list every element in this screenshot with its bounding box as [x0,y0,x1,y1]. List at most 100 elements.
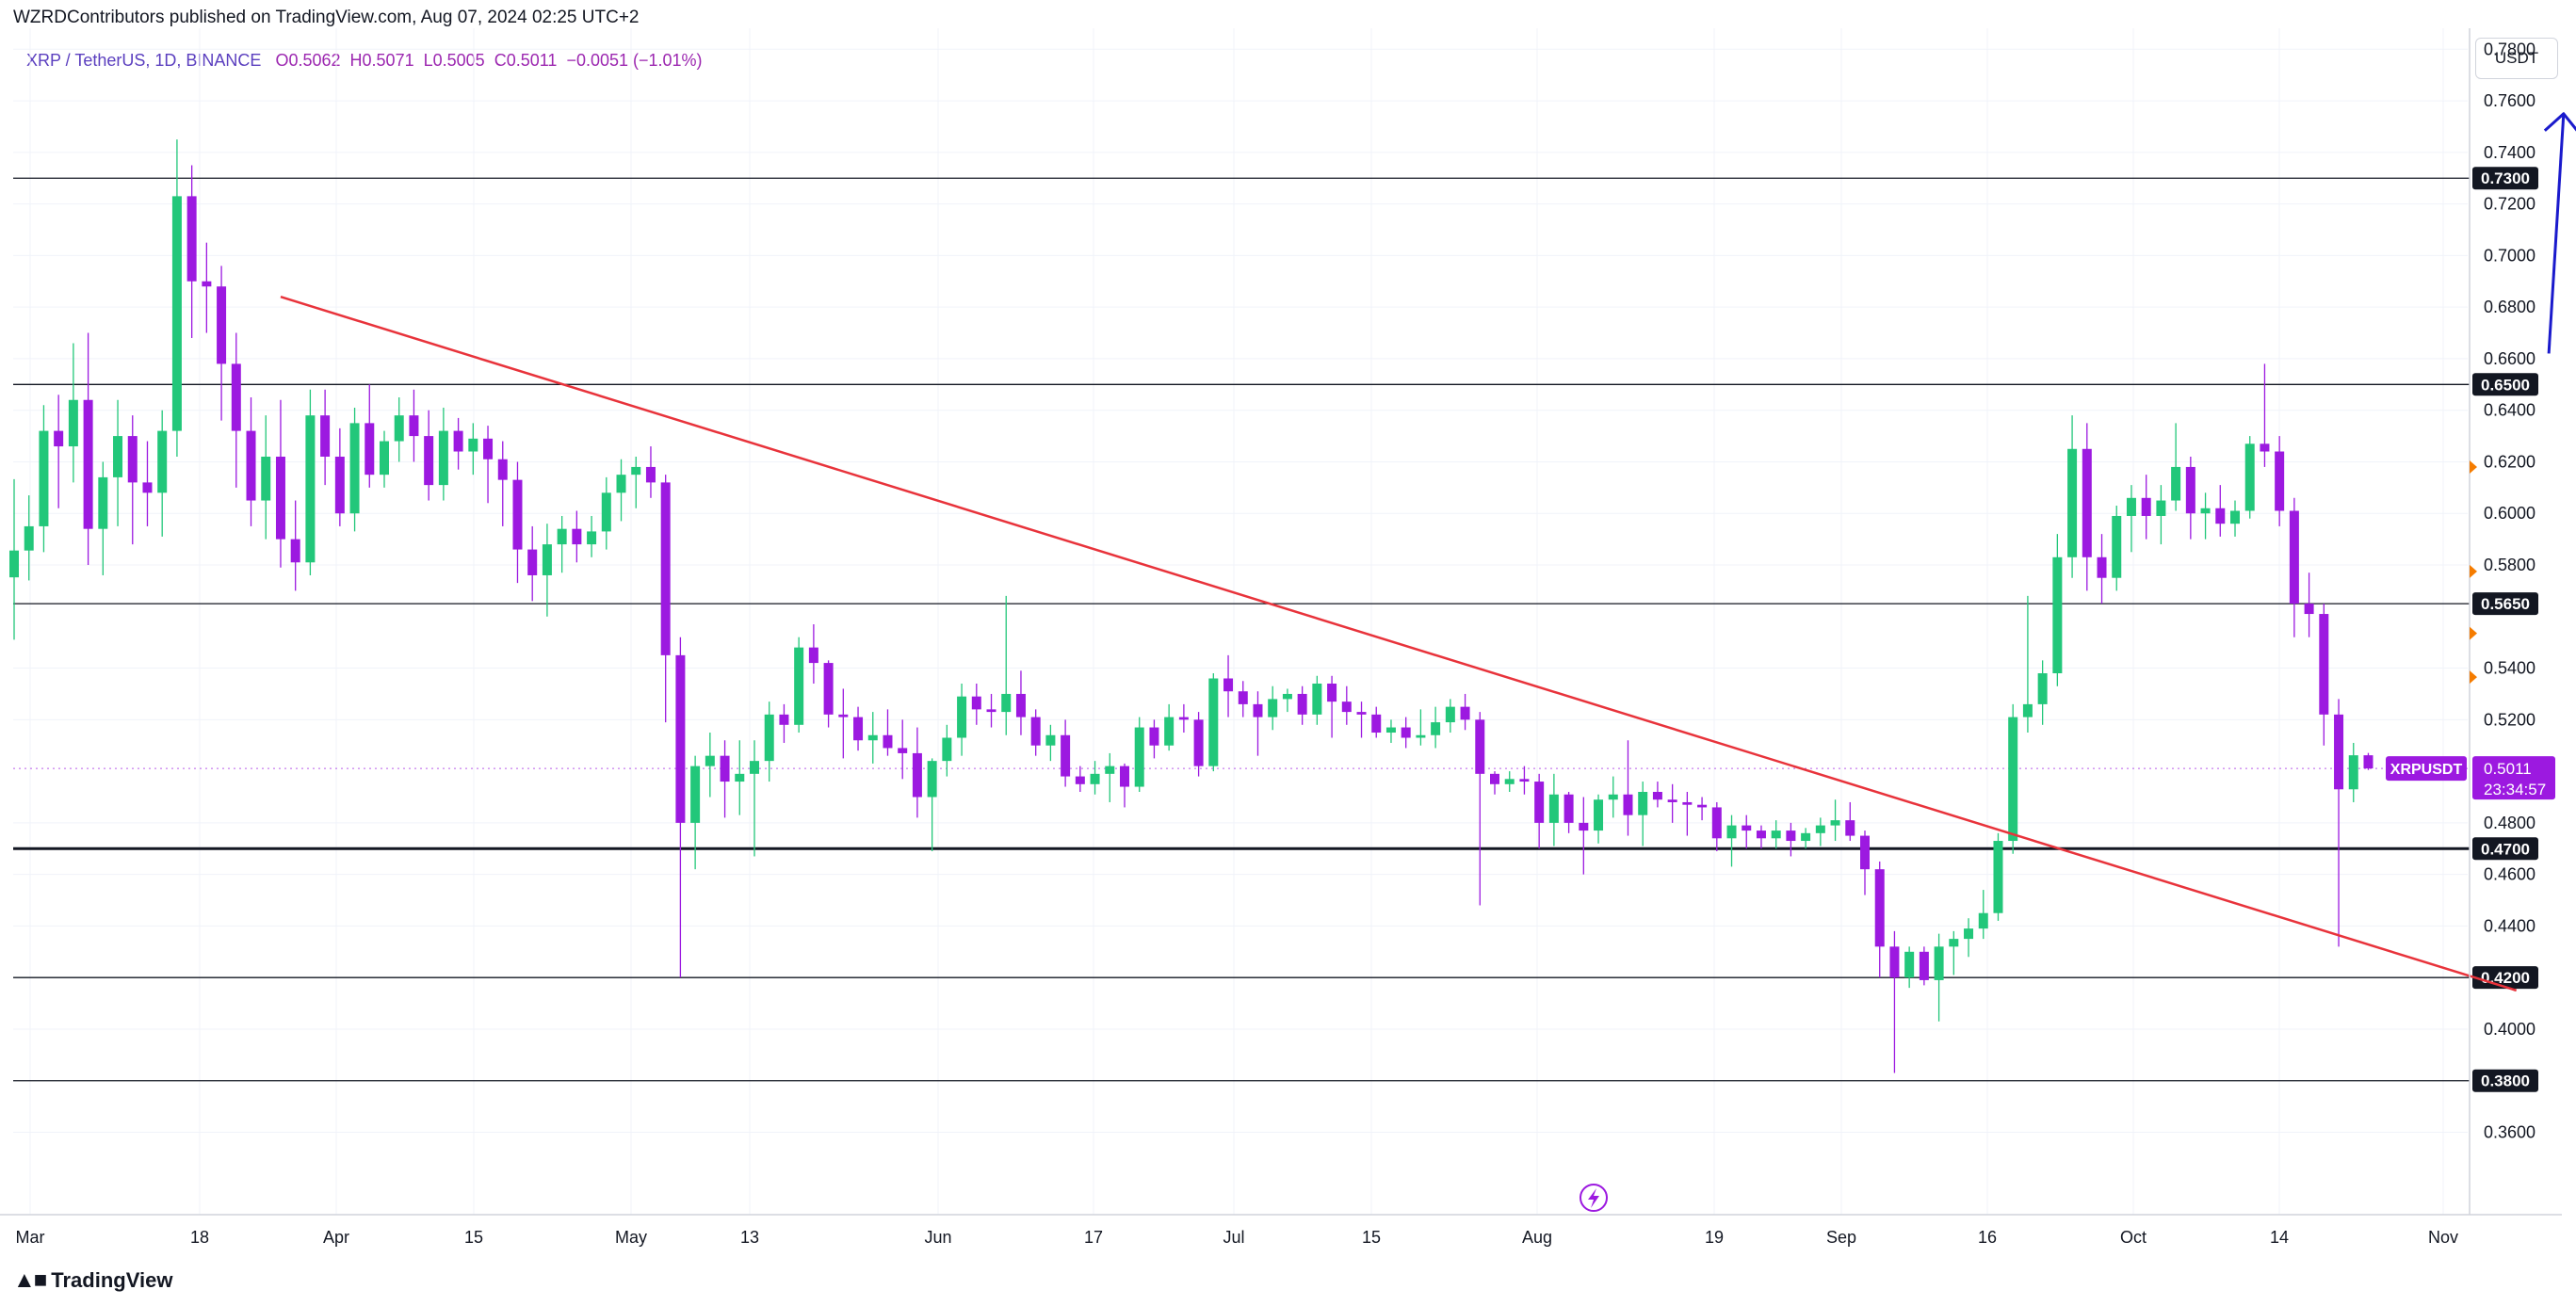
currency-button[interactable]: USDT [2475,38,2558,79]
candle-body [853,717,864,741]
candle-body [409,415,419,437]
candle-body [9,550,19,578]
candle-body [1431,722,1441,735]
candle-body [750,761,759,774]
candle-body [2112,515,2122,578]
time-tick-label: 15 [1362,1228,1381,1247]
symbol-pair[interactable]: XRP / TetherUS, 1D, BINANCE [26,51,262,70]
time-tick-label: May [615,1228,647,1247]
candle-body [1045,734,1056,746]
ohlc-high: H0.5071 [349,51,414,70]
candle-body [1061,734,1071,777]
candle-body [1978,912,1988,929]
price-tick-label: 0.4400 [2484,916,2535,935]
candle-body [1579,822,1589,831]
level-price-label: 0.7300 [2481,169,2530,187]
ohlc-close: C0.5011 [494,51,558,70]
candle-body [2244,443,2255,511]
candle-body [349,423,360,514]
candle-body [735,773,745,782]
price-tick-label: 0.6200 [2484,452,2535,471]
candle-body [380,441,389,476]
candle-body [1594,799,1604,831]
candle-body [1652,792,1662,800]
candle-body [1845,820,1855,836]
price-tick-label: 0.7600 [2484,91,2535,110]
candle-body [1519,779,1530,782]
candle-body [142,482,153,493]
candle-body [68,399,78,447]
candle-body [1904,951,1915,978]
level-price-badge [2472,167,2538,190]
candle-body [290,539,300,563]
time-tick-label: Mar [16,1228,45,1247]
level-price-badge [2472,1069,2538,1092]
alert-marker-icon [2470,626,2477,640]
lightning-icon-bolt [1588,1188,1599,1208]
price-tick-label: 0.6600 [2484,349,2535,368]
tradingview-logo[interactable]: ▲■ TradingView [13,1267,172,1294]
candle-body [2200,508,2211,514]
candle-body [2022,703,2033,717]
candle-body [1548,794,1559,823]
price-tick-label: 0.6000 [2484,504,2535,523]
candle-body [867,734,878,741]
candle-body [572,528,582,545]
price-tick-label: 0.5800 [2484,556,2535,574]
candle-body [98,476,108,529]
candle-body [1030,717,1041,746]
candle-body [557,528,567,545]
time-tick-label: Jul [1223,1228,1244,1247]
candle-body [1401,727,1411,738]
descending-trendline [280,296,2518,992]
candle-body [1193,719,1204,766]
candle-body [1253,703,1263,717]
price-tick-label: 0.4000 [2484,1020,2535,1039]
current-price-badge [2472,756,2555,800]
candle-body [1638,792,1648,815]
candle-body [1282,693,1292,700]
candle-body [2141,497,2151,516]
candle-body [1771,830,1781,839]
candle-body [2052,556,2063,674]
candle-body [1105,766,1115,774]
candle-body [957,696,967,738]
candle-body [779,714,789,725]
candle-body [438,430,448,486]
candle-body [1934,946,1944,980]
candle-body [675,654,686,823]
candle-body [587,531,597,545]
candle-body [1742,825,1752,831]
price-tick-label: 0.3600 [2484,1123,2535,1142]
grid-lines [13,28,2468,1215]
time-tick-label: Jun [924,1228,951,1247]
candle-body [1090,773,1100,784]
candle-body [305,415,316,563]
candle-body [171,196,182,431]
candle-body [424,436,434,486]
candle-body [202,281,212,287]
time-tick-label: 19 [1705,1228,1724,1247]
time-tick-label: 14 [2270,1228,2289,1247]
candle-body [2185,466,2195,514]
candle-body [1815,825,1825,833]
candle-body [1623,794,1633,815]
candle-body [275,456,285,540]
candle-body [1208,678,1219,766]
time-tick-label: Apr [323,1228,349,1247]
candle-body [497,459,508,480]
candle-body [113,436,123,477]
candle-body [54,430,64,447]
candle-body [1682,801,1693,805]
axes: 0.7800 0.7600 0.7400 0.7200 0.7000 0.6800 0.66… [0,28,2562,1247]
candle-body [483,438,494,460]
candle-body [705,755,715,766]
candle-body [1475,719,1485,774]
alert-marker-icon [2470,460,2477,474]
candle-body [2334,714,2344,790]
annotations: XRPUSDT 0.5011 23:34:57 [280,112,2576,1212]
level-price-badge [2472,373,2538,396]
candle-body [1238,691,1248,704]
candle-body [660,482,671,655]
